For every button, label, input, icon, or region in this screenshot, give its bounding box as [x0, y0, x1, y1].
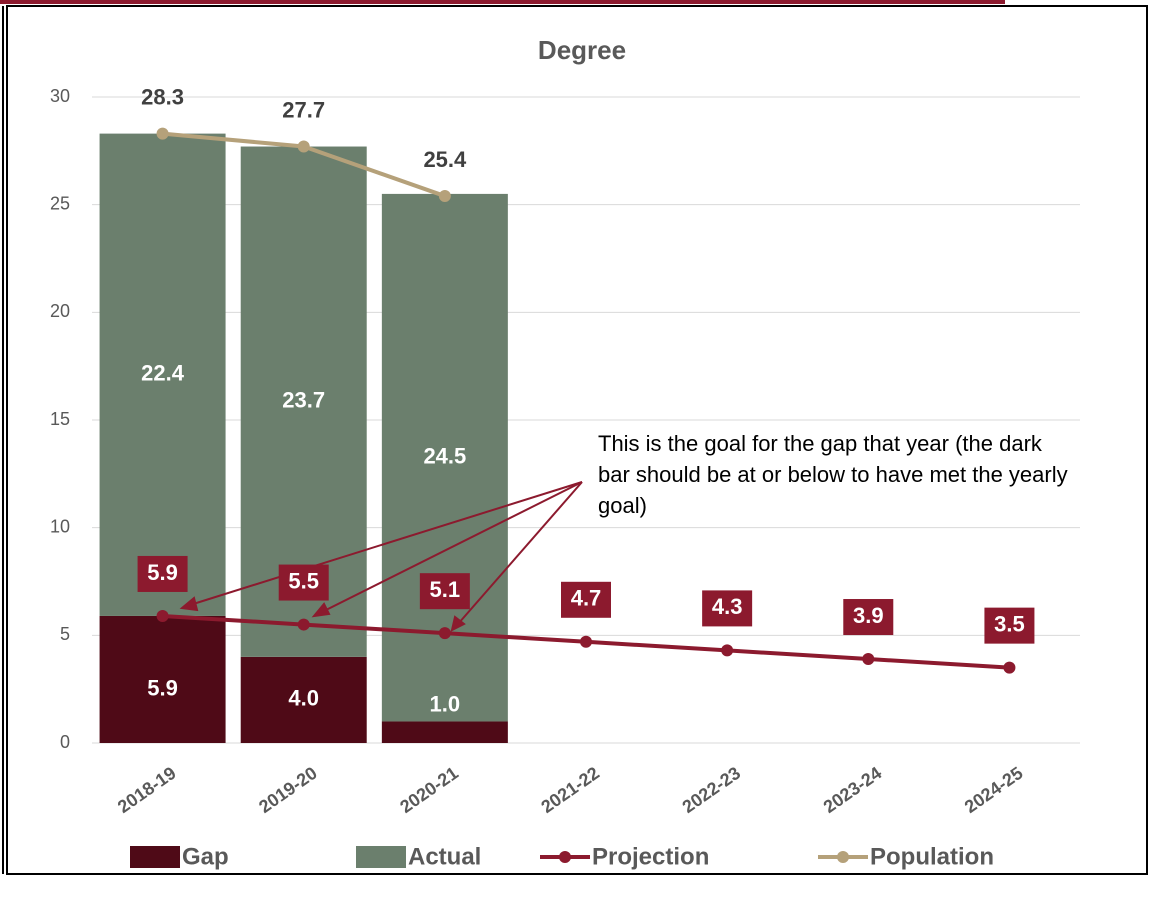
frame [6, 5, 1148, 875]
legend-label: Population [870, 843, 994, 870]
point-label: 5.1 [430, 577, 461, 602]
legend-label: Gap [182, 843, 229, 870]
bar-label: 4.0 [288, 686, 319, 711]
legend-swatch [837, 851, 849, 863]
label-box [561, 581, 611, 618]
x-tick-label: 2020-21 [396, 763, 462, 817]
point-label: 3.5 [994, 611, 1025, 636]
x-tick-label: 2018-19 [114, 763, 180, 817]
label-box [702, 590, 753, 627]
y-tick-label: 20 [50, 301, 70, 321]
annotation-arrows [179, 481, 583, 632]
point [297, 618, 310, 631]
point-label: 4.3 [712, 594, 743, 619]
label-box [137, 555, 188, 592]
point [438, 627, 451, 640]
point-label: 3.9 [853, 603, 884, 628]
bar-segment [381, 721, 508, 743]
point [297, 140, 310, 153]
bar-label: 22.4 [141, 361, 185, 386]
legend-swatch [559, 851, 571, 863]
bar-label: 1.0 [430, 691, 461, 716]
bar-label: 24.5 [423, 443, 466, 468]
y-tick-label: 25 [50, 193, 70, 213]
bar-label: 23.7 [282, 388, 325, 413]
annotation: This is the goal for the gap that year (… [598, 431, 1068, 518]
point [580, 635, 592, 648]
legend-label: Projection [592, 843, 709, 870]
label-box [984, 607, 1035, 644]
point [862, 653, 875, 666]
top-strip [0, 0, 1005, 4]
point-label: 28.3 [141, 84, 184, 109]
point [156, 609, 169, 622]
bar-label: 5.9 [147, 675, 178, 700]
x-tick-label: 2022-23 [679, 763, 745, 817]
legend-swatch [356, 846, 406, 868]
x-tick-label: 2023-24 [820, 763, 886, 817]
point [721, 644, 734, 657]
x-tick-label: 2021-22 [537, 763, 603, 817]
legend-label: Actual [408, 843, 481, 870]
bar-segment [99, 615, 226, 743]
label-box [278, 564, 329, 601]
legend-swatch [130, 846, 180, 868]
y-tick-label: 30 [50, 86, 70, 106]
point-label: 27.7 [282, 97, 325, 122]
point-label: 5.9 [147, 560, 178, 585]
y-tick-label: 5 [60, 624, 70, 644]
x-tick-label: 2019-20 [255, 763, 321, 817]
x-tick-label: 2024-25 [961, 763, 1027, 817]
annotation-box: This is the goal for the gap that year (… [598, 431, 1068, 518]
chart-title: Degree [538, 35, 626, 65]
point-label: 25.4 [423, 147, 467, 172]
bar-segment [240, 656, 367, 743]
y-tick-label: 10 [50, 516, 70, 536]
point [438, 190, 451, 203]
y-tick-label: 0 [60, 732, 70, 752]
label-box [843, 599, 894, 636]
point-label: 4.7 [571, 586, 602, 611]
point-label: 5.5 [288, 568, 319, 593]
y-tick-label: 15 [50, 409, 70, 429]
point [1003, 661, 1016, 674]
point [156, 127, 169, 140]
label-box [419, 573, 470, 610]
bar-segment [99, 133, 226, 616]
